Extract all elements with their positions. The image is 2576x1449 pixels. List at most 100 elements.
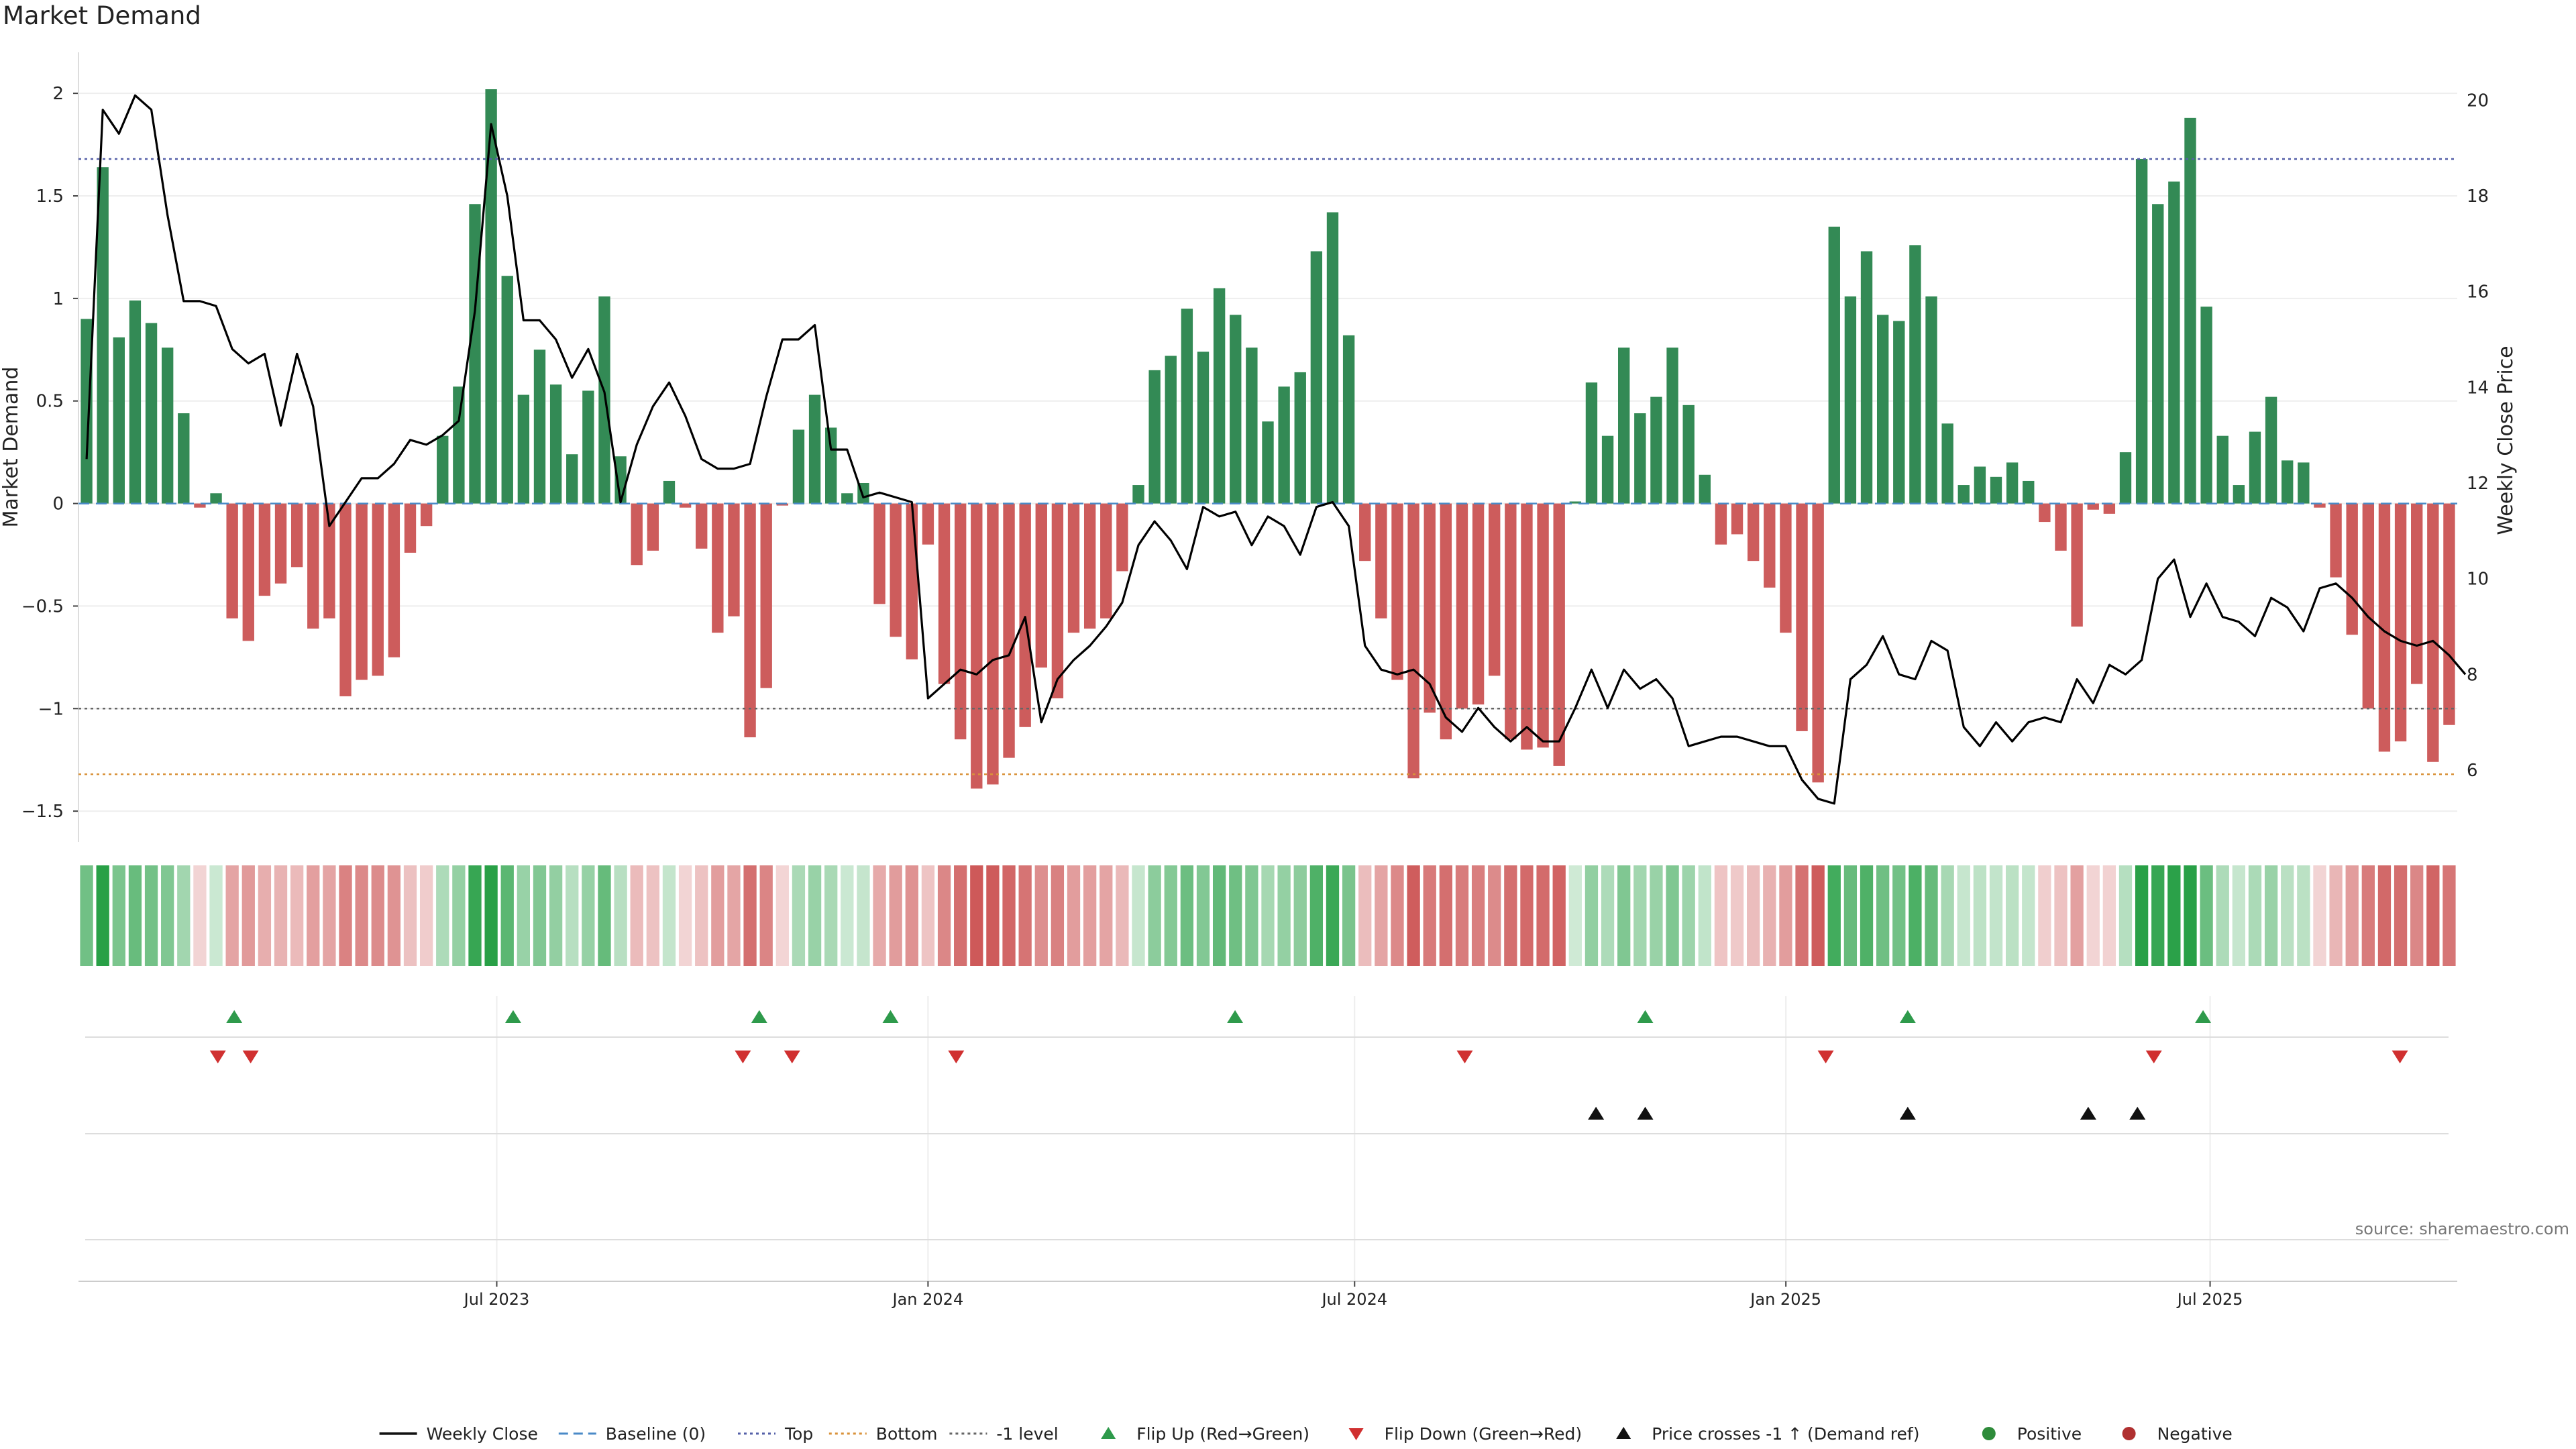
heat-cell [1212,865,1226,966]
demand-bar [712,503,724,633]
demand-bar [2411,503,2423,684]
x-tick-label: Jul 2023 [463,1290,530,1309]
heat-cell [1989,865,2003,966]
heat-cell [921,865,935,966]
heat-cell [1018,865,1032,966]
demand-bar [290,503,303,568]
demand-bar [242,503,254,641]
y-tick-label-right: 20 [2467,91,2489,111]
demand-bar [1035,503,1047,668]
x-tick-label: Jan 2024 [892,1290,964,1309]
y-tick-label-left: 0 [52,494,64,515]
demand-bar [2184,117,2196,504]
heat-cell [1051,865,1065,966]
demand-bar [1715,503,1727,545]
demand-bar [1618,347,1630,504]
heat-cell [678,865,692,966]
heat-cell [2410,865,2424,966]
demand-bar [1083,503,1096,629]
heat-cell [775,865,789,966]
legend-label: Negative [2157,1424,2233,1444]
heat-cell [1099,865,1113,966]
event-markers [209,1010,2408,1120]
demand-bar [485,89,497,504]
demand-bar [1650,396,1662,504]
demand-bar [1601,435,1614,504]
demand-bar [598,296,610,504]
demand-bar [2378,503,2391,752]
heat-cell [889,865,902,966]
legend-label: Weekly Close [427,1424,538,1444]
heat-cell [209,865,223,966]
demand-bar [129,300,142,504]
heat-cell [582,865,595,966]
heat-cell [1682,865,1695,966]
demand-bar [1148,370,1161,504]
heat-cell [1358,865,1372,966]
heat-cell [2443,865,2456,966]
heat-cell [1309,865,1324,966]
legend-label: Flip Up (Red→Green) [1136,1424,1309,1444]
demand-bar [1424,503,1436,713]
demand-bar [1342,335,1355,504]
price-cross-marker [1588,1106,1605,1120]
demand-bar [1505,503,1517,740]
heat-cell [2022,865,2035,966]
demand-bar [2249,431,2261,504]
demand-bar [372,503,384,676]
demand-bar [1375,503,1387,619]
demand-bar [2394,503,2407,742]
heat-cell [1148,865,1161,966]
demand-bar [1197,352,1210,504]
demand-bar [1278,386,1290,504]
heat-cell [549,865,563,966]
legend-label: Price crosses -1 ↑ (Demand ref) [1652,1424,1919,1444]
heat-cell [1455,865,1469,966]
y-tick-label-right: 18 [2467,186,2489,207]
heat-cell [2038,865,2051,966]
heat-cell [1261,865,1275,966]
heat-cell [1941,865,1954,966]
heat-cell [2135,865,2149,966]
demand-bar [258,503,271,596]
demand-bar [582,390,594,504]
demand-bar [728,503,740,616]
heat-cell [1180,865,1194,966]
heat-cell [484,865,498,966]
heat-cell [517,865,531,966]
heat-cell [1811,865,1825,966]
heat-cell [824,865,838,966]
demand-bar [631,503,643,566]
demand-bar [517,394,530,504]
heat-cell [500,865,514,966]
legend-symbol [1101,1427,1116,1439]
heat-cell [452,865,466,966]
legend-tri-down [1348,1428,1364,1440]
demand-bar [841,493,853,504]
heat-cell [1795,865,1809,966]
flip-down-marker [784,1051,800,1064]
heat-cell [468,865,482,966]
flip-up-marker [2195,1010,2212,1023]
x-tick-label: Jul 2024 [1320,1290,1387,1309]
demand-bar [1876,315,1889,504]
demand-bar [1472,503,1485,705]
demand-bar [307,503,319,629]
demand-bar [1796,503,1808,731]
flip-up-marker [504,1010,521,1023]
y-tick-label-left: −1 [38,699,64,719]
heat-cell [759,865,773,966]
heat-cell [339,865,352,966]
heat-cell [905,865,918,966]
demand-bar [453,386,465,504]
demand-bar [1132,485,1144,504]
heat-cell [2329,865,2343,966]
price-cross-marker [1899,1106,1916,1120]
demand-bar [906,503,918,659]
heat-cell [1277,865,1291,966]
heat-cell [1504,865,1517,966]
demand-bar [501,276,513,504]
heat-cell [436,865,449,966]
demand-bar [2103,503,2116,514]
heat-cell [808,865,822,966]
